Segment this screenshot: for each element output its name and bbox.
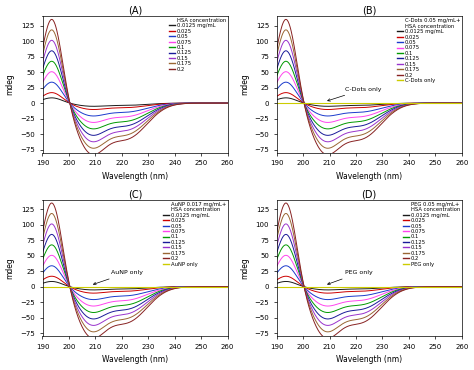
Title: (A): (A) xyxy=(128,6,142,16)
X-axis label: Wavelength (nm): Wavelength (nm) xyxy=(102,172,168,181)
Title: (B): (B) xyxy=(362,6,376,16)
Y-axis label: mdeg: mdeg xyxy=(6,257,15,279)
Legend: C-Dots 0.05 mg/mL+
HSA concentration, 0.0125 mg/mL, 0.025, 0.05, 0.075, 0.1, 0.1: C-Dots 0.05 mg/mL+ HSA concentration, 0.… xyxy=(396,17,461,84)
X-axis label: Wavelength (nm): Wavelength (nm) xyxy=(102,356,168,364)
Text: PEG only: PEG only xyxy=(328,270,373,285)
Y-axis label: mdeg: mdeg xyxy=(240,74,249,95)
X-axis label: Wavelength (nm): Wavelength (nm) xyxy=(336,356,402,364)
Y-axis label: mdeg: mdeg xyxy=(240,257,249,279)
Legend: PEG 0.05 mg/mL+
HSA concentration, 0.0125 mg/mL, 0.025, 0.05, 0.075, 0.1, 0.125,: PEG 0.05 mg/mL+ HSA concentration, 0.012… xyxy=(402,201,461,267)
Y-axis label: mdeg: mdeg xyxy=(6,74,15,95)
Text: C-Dots only: C-Dots only xyxy=(328,87,382,101)
Text: AuNP only: AuNP only xyxy=(93,270,143,285)
X-axis label: Wavelength (nm): Wavelength (nm) xyxy=(336,172,402,181)
Title: (C): (C) xyxy=(128,189,142,199)
Legend: AuNP 0.017 mg/mL+
HSA concentration, 0.0125 mg/mL, 0.025, 0.05, 0.075, 0.1, 0.12: AuNP 0.017 mg/mL+ HSA concentration, 0.0… xyxy=(162,201,227,267)
Title: (D): (D) xyxy=(362,189,377,199)
Legend: HSA concentration, 0.0125 mg/mL, 0.025, 0.05, 0.075, 0.1, 0.125, 0.15, 0.175, 0.: HSA concentration, 0.0125 mg/mL, 0.025, … xyxy=(168,17,227,72)
